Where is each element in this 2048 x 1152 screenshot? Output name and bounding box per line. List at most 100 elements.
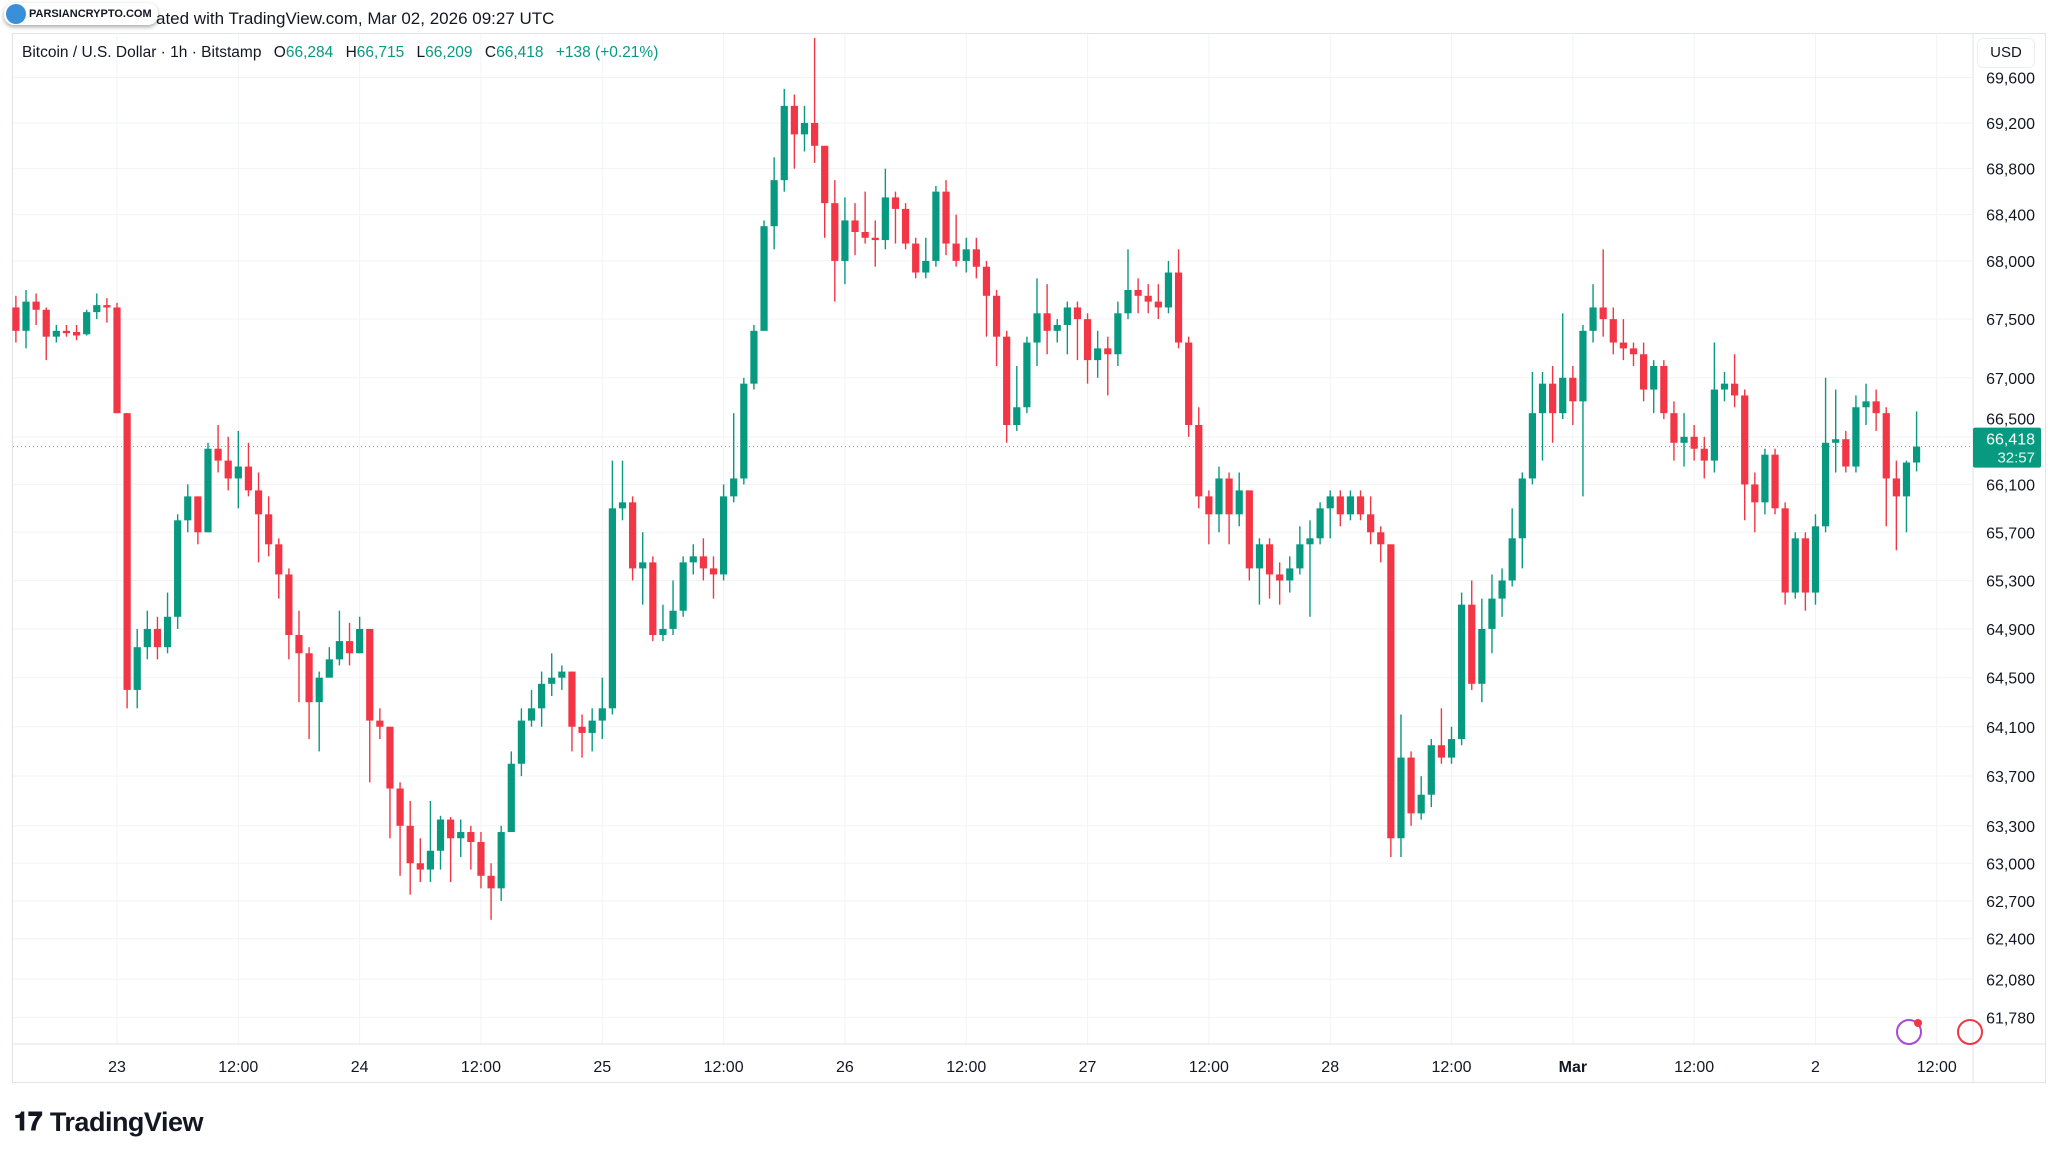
candle[interactable] [42, 307, 50, 361]
candle[interactable] [1892, 460, 1900, 551]
candle[interactable] [1710, 342, 1718, 473]
candle[interactable] [22, 289, 30, 349]
candle[interactable] [548, 653, 556, 697]
candle[interactable] [871, 220, 879, 267]
candle[interactable] [386, 726, 394, 839]
candle[interactable] [972, 237, 980, 279]
candle[interactable] [952, 214, 960, 267]
candle[interactable] [1245, 490, 1253, 581]
candle[interactable] [1255, 538, 1264, 605]
candle[interactable] [1164, 260, 1173, 314]
candle[interactable] [295, 610, 303, 703]
spark-icon[interactable] [1896, 1019, 1922, 1045]
candle[interactable] [447, 817, 455, 883]
candle[interactable] [1286, 556, 1294, 593]
chart-widget-icon[interactable] [1957, 1019, 1983, 1045]
candle[interactable] [841, 197, 849, 285]
candle[interactable] [285, 568, 293, 660]
candle[interactable] [1569, 366, 1577, 425]
symbol-title[interactable]: Bitcoin / U.S. Dollar · 1h · Bitstamp [22, 44, 262, 61]
candle[interactable] [800, 105, 809, 152]
candle[interactable] [1882, 407, 1890, 527]
candle[interactable] [709, 556, 718, 599]
candle[interactable] [669, 580, 677, 636]
candle[interactable] [305, 647, 313, 740]
candle[interactable] [1033, 278, 1041, 367]
candle[interactable] [1852, 395, 1860, 473]
candle[interactable] [487, 863, 495, 920]
candle[interactable] [1195, 407, 1203, 509]
candle[interactable] [1367, 496, 1375, 545]
candle[interactable] [1842, 430, 1850, 473]
candle[interactable] [1619, 319, 1627, 361]
candle[interactable] [861, 191, 869, 244]
candle[interactable] [1771, 448, 1779, 515]
candle[interactable] [1650, 360, 1658, 414]
currency-button[interactable]: USD [1977, 38, 2035, 68]
candle[interactable] [1538, 371, 1547, 461]
candle[interactable] [679, 556, 687, 617]
candle[interactable] [659, 604, 667, 642]
candle[interactable] [1862, 383, 1870, 425]
candle[interactable] [103, 298, 111, 323]
candle[interactable] [1791, 532, 1799, 599]
candle[interactable] [588, 708, 596, 752]
candle[interactable] [1427, 739, 1435, 808]
candle[interactable] [1589, 284, 1597, 343]
candle[interactable] [1043, 284, 1051, 355]
candle[interactable] [1296, 526, 1304, 575]
candle[interactable] [1731, 354, 1739, 408]
candle[interactable] [113, 302, 121, 414]
candle[interactable] [406, 800, 414, 895]
candle[interactable] [83, 309, 91, 336]
candle[interactable] [1741, 389, 1749, 521]
candle[interactable] [265, 496, 273, 557]
candle[interactable] [1316, 502, 1324, 545]
candle[interactable] [1832, 389, 1840, 473]
candle[interactable] [1094, 330, 1102, 378]
candle[interactable] [982, 260, 991, 337]
candle[interactable] [1801, 532, 1809, 611]
candle[interactable] [1387, 544, 1395, 858]
candle[interactable] [538, 671, 546, 727]
candle[interactable] [174, 514, 182, 629]
candle[interactable] [194, 496, 202, 545]
candle[interactable] [62, 324, 71, 337]
candle[interactable] [12, 295, 20, 343]
candle[interactable] [1397, 714, 1405, 858]
candle[interactable] [1073, 301, 1082, 361]
candle[interactable] [1549, 366, 1557, 443]
candle[interactable] [942, 180, 950, 256]
candle[interactable] [1326, 490, 1334, 539]
candle[interactable] [1215, 466, 1223, 533]
candle[interactable] [244, 442, 253, 497]
candle[interactable] [1437, 708, 1446, 764]
candle[interactable] [1700, 436, 1708, 479]
candle[interactable] [558, 665, 566, 690]
candle[interactable] [1013, 366, 1021, 431]
candle[interactable] [163, 592, 172, 654]
candle[interactable] [1225, 472, 1233, 545]
candle[interactable] [1114, 301, 1122, 367]
candle[interactable] [1781, 502, 1789, 605]
candle[interactable] [1336, 490, 1344, 527]
candle[interactable] [1751, 472, 1759, 533]
candle[interactable] [1124, 249, 1132, 320]
candle[interactable] [1690, 424, 1698, 461]
candle[interactable] [457, 819, 465, 858]
candle[interactable] [810, 37, 819, 163]
candle[interactable] [527, 689, 536, 727]
candle[interactable] [467, 825, 475, 870]
candle[interactable] [649, 556, 657, 642]
candle[interactable] [1680, 413, 1688, 467]
candle[interactable] [618, 460, 627, 521]
candle[interactable] [1720, 371, 1729, 402]
candle[interactable] [922, 237, 930, 279]
candle[interactable] [1478, 598, 1486, 703]
candle[interactable] [932, 185, 940, 267]
candle[interactable] [881, 168, 889, 250]
candle[interactable] [153, 616, 162, 660]
candle[interactable] [1640, 342, 1648, 402]
candle[interactable] [1670, 401, 1678, 461]
candle[interactable] [1063, 301, 1071, 355]
